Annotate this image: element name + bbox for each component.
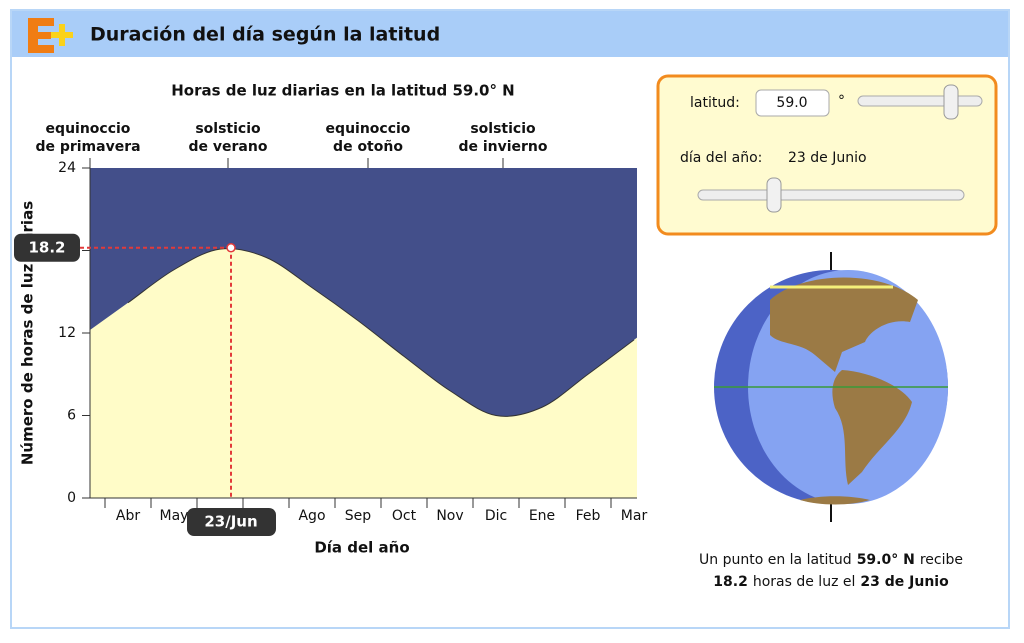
annotation: de primavera (35, 139, 140, 155)
caption-line: Un punto en la latitud 59.0° N recibe (699, 552, 963, 568)
x-tick-label: Dic (485, 508, 507, 524)
annotation: solsticio (470, 121, 536, 137)
caption-text: 18.2 (713, 574, 748, 590)
globe (714, 252, 948, 522)
day-label: día del año: (680, 150, 762, 166)
annotation: equinoccio (326, 121, 411, 137)
day-thumb[interactable] (766, 177, 782, 213)
x-tick-label: Feb (576, 508, 601, 524)
latitude-value[interactable]: 59.0 (776, 95, 807, 111)
header-bar (12, 11, 1008, 57)
date-callout (187, 508, 276, 536)
selected-point (226, 243, 236, 253)
caption-text: 59.0° N (857, 552, 915, 568)
x-tick-label: Ene (529, 508, 555, 524)
date-callout-text: 23/Jun (204, 513, 257, 531)
x-tick-label: Oct (392, 508, 417, 524)
x-tick-label: May (160, 508, 189, 524)
y-tick-label: 0 (67, 490, 76, 506)
x-tick-label: Nov (436, 508, 463, 524)
y-tick-label: 24 (58, 160, 76, 176)
caption-text: Un punto en la latitud (699, 552, 852, 568)
caption-text: 23 de Junio (860, 574, 949, 590)
x-tick-label: Ago (298, 508, 325, 524)
annotations: equinoccio de primavera solsticio de verano… (35, 121, 548, 168)
annotation: equinoccio (46, 121, 131, 137)
logo (28, 18, 73, 53)
header-title: Duración del día según la latitud (90, 24, 440, 46)
annotation: de verano (189, 139, 268, 155)
y-tick-label: 12 (58, 325, 76, 341)
day-value: 23 de Junio (788, 150, 867, 166)
caption-text: recibe (920, 552, 963, 568)
y-tick-label: 6 (67, 408, 76, 424)
caption-text: horas de luz el (753, 574, 856, 590)
latitude-input[interactable] (755, 89, 830, 117)
day-area (90, 248, 637, 498)
day-slider[interactable] (697, 189, 965, 201)
chart-title: Horas de luz diarias en la latitud 59.0°… (171, 82, 514, 100)
degree: ° (838, 93, 845, 109)
annotation: de otoño (333, 139, 403, 155)
day-curve (127, 248, 635, 417)
latitude-slider[interactable] (857, 95, 983, 107)
x-tick-label: Sep (345, 508, 372, 524)
caption-line: 18.2 horas de luz el 23 de Junio (713, 574, 949, 590)
value-callout-text: 18.2 (28, 238, 65, 256)
y-axis-title: Número de horas de luz diarias (19, 201, 37, 465)
x-tick-label: Abr (116, 508, 140, 524)
x-axis-title: Día del año (314, 539, 409, 557)
annotation: de invierno (458, 139, 547, 155)
value-callout (14, 233, 80, 262)
plot: 06121824AbrMayJunJulAgoSepOctNovDicEneFe… (14, 160, 647, 536)
latitude-thumb[interactable] (943, 84, 959, 120)
annotation: solsticio (195, 121, 261, 137)
x-tick-label: Mar (621, 508, 648, 524)
latitude-label: latitud: (690, 95, 740, 111)
